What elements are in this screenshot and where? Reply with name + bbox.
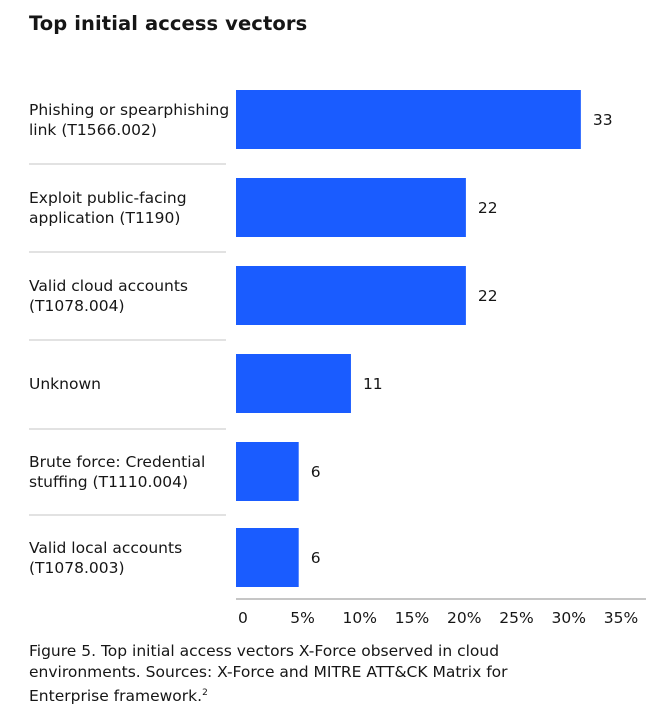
category-label: Exploit public-facing: [29, 189, 187, 207]
category-label: application (T1190): [29, 209, 180, 227]
x-tick-label: 30%: [552, 609, 586, 627]
x-tick-label: 5%: [290, 609, 315, 627]
category-label: Unknown: [29, 375, 101, 393]
category-label: Phishing or spearphishing: [29, 101, 229, 119]
bar-value-label: 6: [311, 463, 321, 481]
x-tick-label: 25%: [499, 609, 533, 627]
category-label: (T1078.003): [29, 559, 125, 577]
x-tick-label: 15%: [395, 609, 429, 627]
x-tick-label: 10%: [343, 609, 377, 627]
x-tick-label: 0: [238, 609, 248, 627]
caption-footnote: 2: [202, 688, 208, 698]
bar-chart: 33 Phishing or spearphishing link (T1566.0…: [29, 90, 646, 627]
bar-value-label: 6: [311, 549, 321, 567]
bar: [236, 354, 351, 413]
x-tick-label: 20%: [447, 609, 481, 627]
category-label: (T1078.004): [29, 297, 125, 315]
chart-title: Top initial access vectors: [29, 12, 308, 35]
bar-value-label: 33: [593, 111, 613, 129]
bar: [236, 90, 581, 149]
x-tick-label: 35%: [604, 609, 638, 627]
category-label: stuffing (T1110.004): [29, 473, 188, 491]
bar-value-label: 11: [363, 375, 383, 393]
category-label: Valid local accounts: [29, 539, 182, 557]
category-label: Valid cloud accounts: [29, 277, 188, 295]
caption-text: Figure 5. Top initial access vectors X-F…: [29, 642, 508, 705]
category-label: Brute force: Credential: [29, 453, 205, 471]
bar: [236, 528, 299, 587]
bar: [236, 178, 466, 237]
category-label: link (T1566.002): [29, 121, 157, 139]
bar-value-label: 22: [478, 287, 498, 305]
bar-value-label: 22: [478, 199, 498, 217]
bar: [236, 442, 299, 501]
figure-caption: Figure 5. Top initial access vectors X-F…: [29, 641, 529, 707]
bar: [236, 266, 466, 325]
